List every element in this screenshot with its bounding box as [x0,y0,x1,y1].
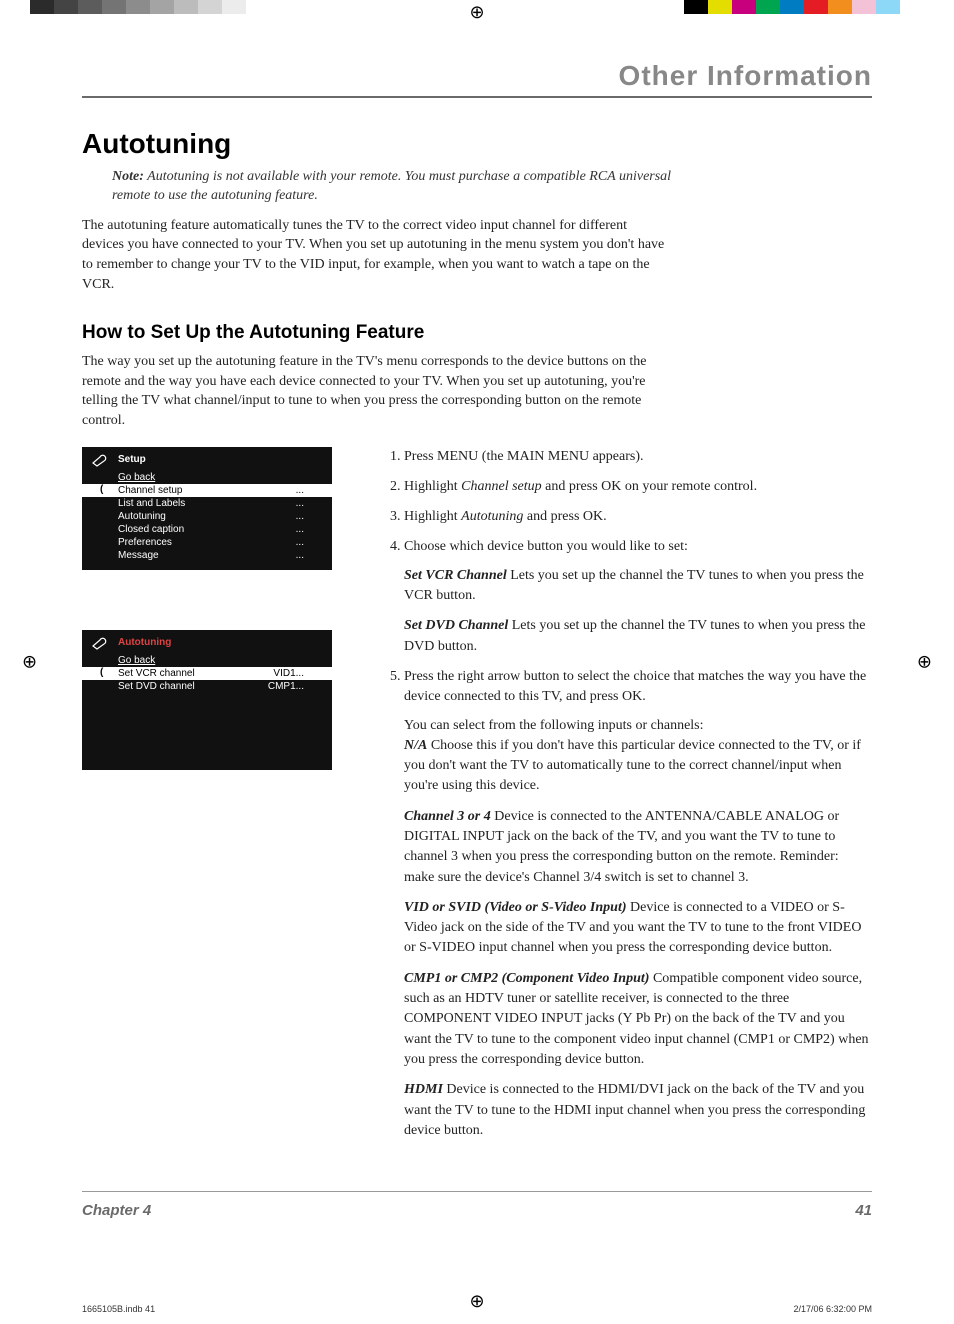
page-title: Autotuning [82,128,872,160]
menu-item: Message... [82,549,332,562]
intro-paragraph: The autotuning feature automatically tun… [82,216,672,294]
wrench-icon [90,636,112,650]
setup-menu-goback: Go back [82,471,332,484]
instructions-column: Press MENU (the MAIN MENU appears). High… [382,447,872,1152]
menu-item: Preferences... [82,536,332,549]
note-label: Note: [112,169,144,184]
footer-rule [82,1191,872,1192]
page-footer: Chapter 4 41 [82,1202,872,1219]
steps-list: Press MENU (the MAIN MENU appears). High… [382,447,872,1142]
note-body: Autotuning is not available with your re… [112,169,671,203]
page-content: Other Information Autotuning Note: Autot… [82,60,872,1219]
step-5: Press the right arrow button to select t… [404,667,872,1141]
step-1: Press MENU (the MAIN MENU appears). [404,447,872,467]
menu-item: Channel setup... [82,484,332,497]
step-4: Choose which device button you would lik… [404,537,872,656]
subheading: How to Set Up the Autotuning Feature [82,322,872,344]
hdmi-label: HDMI [404,1082,443,1097]
cmp-label: CMP1 or CMP2 (Component Video Input) [404,971,649,986]
menu-item: Closed caption... [82,523,332,536]
setup-menu-screenshot: Setup Go back Channel setup...List and L… [82,447,332,570]
set-vcr-label: Set VCR Channel [404,568,507,583]
menu-item: Autotuning... [82,510,332,523]
menu-screenshots-column: Setup Go back Channel setup...List and L… [82,447,352,1152]
section-header: Other Information [82,60,872,92]
note-text: Note: Autotuning is not available with y… [112,168,672,206]
registration-mark-left: ⊕ [22,652,37,673]
registration-mark-top: ⊕ [469,2,484,23]
step-2: Highlight Channel setup and press OK on … [404,477,872,497]
registration-mark-right: ⊕ [917,652,932,673]
date-stamp: 2/17/06 6:32:00 PM [793,1304,872,1314]
header-rule [82,96,872,98]
na-label: N/A [404,738,427,753]
chapter-label: Chapter 4 [82,1202,151,1219]
autotuning-menu-title: Autotuning [118,637,171,648]
menu-item: Set VCR channelVID1... [82,667,332,680]
page-number: 41 [855,1202,872,1219]
step-3: Highlight Autotuning and press OK. [404,507,872,527]
setup-paragraph: The way you set up the autotuning featur… [82,352,672,430]
channel34-label: Channel 3 or 4 [404,809,491,824]
autotuning-menu-goback: Go back [82,654,332,667]
menu-item: List and Labels... [82,497,332,510]
vid-svid-label: VID or SVID (Video or S-Video Input) [404,900,627,915]
wrench-icon [90,453,112,467]
file-stamp: 1665105B.indb 41 [82,1304,155,1314]
autotuning-menu-screenshot: Autotuning Go back Set VCR channelVID1..… [82,630,332,770]
set-dvd-label: Set DVD Channel [404,618,508,633]
setup-menu-title: Setup [118,454,146,465]
menu-item: Set DVD channelCMP1... [82,680,332,693]
print-micro-footer: 1665105B.indb 41 2/17/06 6:32:00 PM [82,1304,872,1314]
